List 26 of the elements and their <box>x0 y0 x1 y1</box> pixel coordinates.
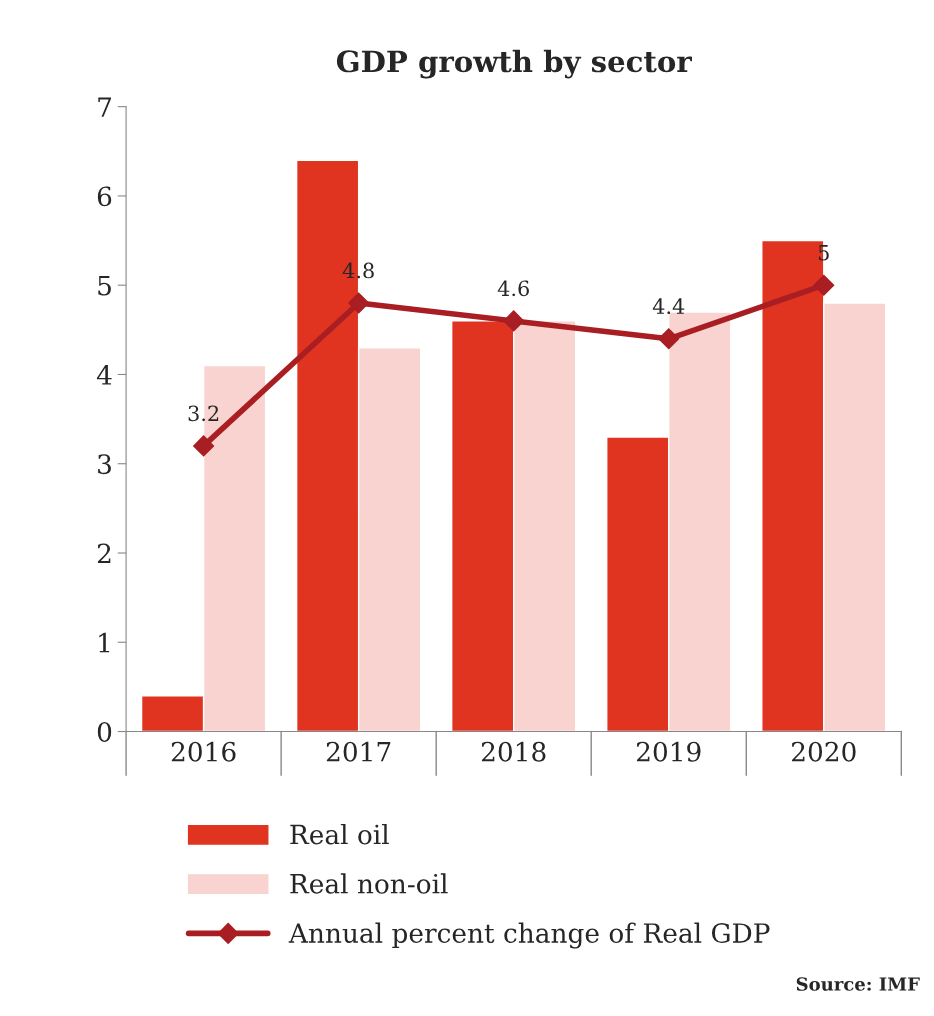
point <box>348 292 370 314</box>
x-tick-label: 2017 <box>326 741 391 762</box>
y-tick-label: 3 <box>98 454 111 475</box>
data-label: 3.2 <box>188 405 219 422</box>
y-tick-label: 2 <box>97 543 111 564</box>
chart-title: GDP growth by sector <box>336 49 692 79</box>
y-tick-label: 5 <box>98 275 111 296</box>
data-label: 4.6 <box>497 280 529 297</box>
point <box>813 274 835 296</box>
source-note: Source: IMF <box>796 977 920 991</box>
x-tick-label: 2018 <box>481 741 546 762</box>
data-label: 4.4 <box>652 298 685 315</box>
y-tick-label: 1 <box>99 632 110 653</box>
point <box>503 310 525 332</box>
x-tick-label: 2016 <box>171 741 236 762</box>
x-tick-label: 2020 <box>792 741 856 762</box>
legend-label: Annual percent change of Real GDP <box>288 922 770 949</box>
legend-label: Real non-oil <box>290 873 448 894</box>
point <box>658 328 680 350</box>
y-tick-label: 7 <box>98 97 111 117</box>
legend-label: Real oil <box>290 824 389 845</box>
x-tick-label: 2019 <box>636 741 701 762</box>
y-tick-label: 6 <box>97 186 112 207</box>
point <box>193 435 215 457</box>
y-tick-label: 4 <box>96 364 112 385</box>
y-tick-label: 0 <box>97 721 112 742</box>
